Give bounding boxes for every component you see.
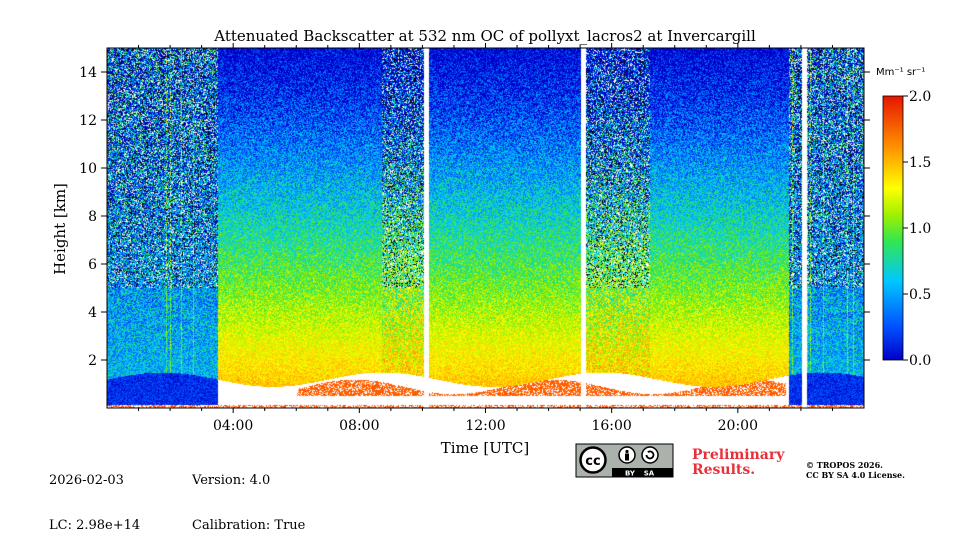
preliminary-line1: Preliminary: [692, 447, 785, 463]
figure: 04:00 08:00 12:00 16:00 20:00 2 4 6 8 10 12 14 Att…: [51, 27, 931, 478]
colorbar-gradient: [882, 95, 904, 361]
y-axis-ticks: 2 4 6 8 10 12 14: [79, 65, 870, 369]
preliminary-notice: Preliminary Results.: [692, 448, 784, 478]
y-tick-label: 6: [88, 257, 97, 273]
calibration-text: Calibration: True: [192, 518, 306, 533]
y-tick-label: 12: [79, 113, 97, 129]
y-tick-label: 10: [79, 161, 97, 177]
y-tick-label: 4: [88, 305, 97, 321]
sa-label: SA: [644, 470, 655, 478]
colorbar: 0.0 0.5 1.0 1.5 2.0 Mm⁻¹ sr⁻¹: [876, 67, 931, 369]
x-tick-label: 16:00: [591, 418, 631, 434]
copyright-notice: © TROPOS 2026. CC BY SA 4.0 License.: [806, 460, 905, 480]
y-tick-label: 2: [88, 353, 97, 369]
x-tick-label: 20:00: [718, 418, 758, 434]
x-tick-label: 08:00: [339, 418, 379, 434]
backscatter-heatmap: [107, 48, 864, 408]
colorbar-tick-label: 2.0: [909, 89, 931, 105]
by-label: BY: [625, 470, 636, 478]
meta-left: 2026-02-03 LC: 2.98e+14: [49, 443, 140, 548]
sa-share-icon: [641, 446, 659, 464]
x-axis-label: Time [UTC]: [441, 439, 530, 457]
plot-area: 04:00 08:00 12:00 16:00 20:00 2 4 6 8 10 12 14: [79, 43, 870, 434]
colorbar-tick-label: 1.5: [909, 155, 931, 171]
colorbar-tick-label: 0.0: [909, 353, 931, 369]
x-axis-ticks: 04:00 08:00 12:00 16:00 20:00: [138, 43, 833, 434]
copyright-line1: © TROPOS 2026.: [806, 460, 883, 470]
preliminary-line2: Results.: [692, 462, 756, 478]
cc-license-badge: cc BY SA: [575, 443, 674, 478]
meta-middle: Version: 4.0 Calibration: True: [192, 443, 305, 548]
lc-text: LC: 2.98e+14: [49, 518, 141, 533]
x-tick-label: 04:00: [213, 418, 253, 434]
colorbar-tick-label: 0.5: [909, 287, 931, 303]
date-text: 2026-02-03: [49, 473, 124, 488]
colorbar-ticks: 0.0 0.5 1.0 1.5 2.0: [903, 89, 931, 369]
y-tick-label: 8: [88, 209, 97, 225]
y-axis-label: Height [km]: [51, 183, 69, 275]
cc-icon: [579, 446, 607, 474]
svg-text:cc: cc: [585, 454, 600, 469]
x-tick-label: 12:00: [465, 418, 505, 434]
colorbar-unit: Mm⁻¹ sr⁻¹: [876, 67, 925, 78]
y-tick-label: 14: [79, 65, 97, 81]
chart-title: Attenuated Backscatter at 532 nm OC of p…: [213, 27, 756, 45]
colorbar-tick-label: 1.0: [909, 221, 931, 237]
copyright-line2: CC BY SA 4.0 License.: [806, 470, 905, 480]
version-text: Version: 4.0: [192, 473, 271, 488]
